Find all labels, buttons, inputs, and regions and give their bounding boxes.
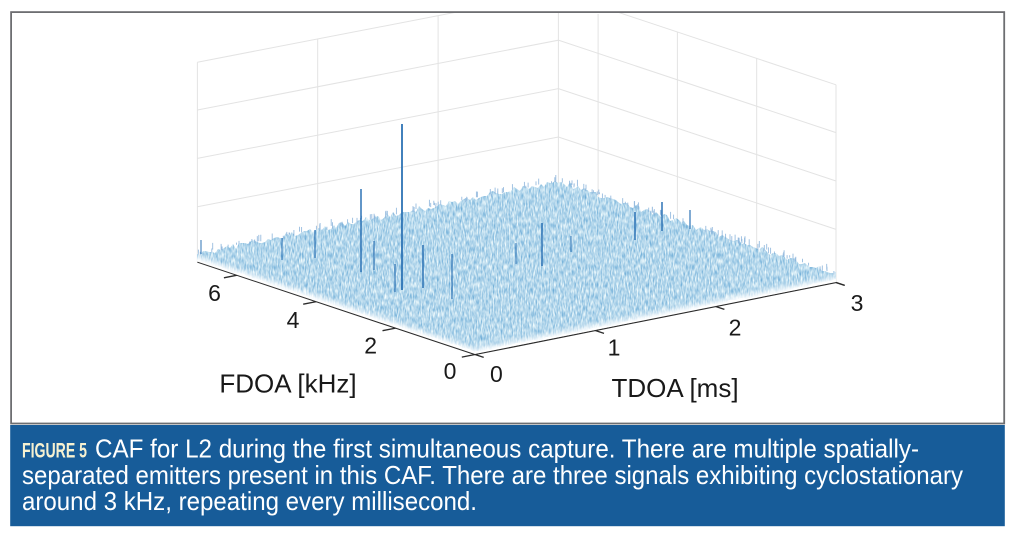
svg-text:3: 3 [851,290,864,316]
svg-text:4: 4 [287,307,300,333]
svg-text:separated emitters present in: separated emitters present in this CAF. … [22,460,963,490]
svg-text:2: 2 [729,315,742,341]
svg-text:FIGURE 5: FIGURE 5 [22,439,87,463]
svg-text:0: 0 [444,358,457,384]
svg-text:TDOA [ms]: TDOA [ms] [611,373,738,403]
svg-text:1: 1 [608,335,621,361]
svg-text:6: 6 [208,280,221,306]
svg-text:around 3 kHz, repeating every: around 3 kHz, repeating every millisecon… [22,486,477,516]
svg-text:0: 0 [490,361,503,387]
svg-text:CAF for L2 during the first si: CAF for L2 during the first simultaneous… [95,434,919,464]
svg-text:2: 2 [364,333,377,359]
svg-text:FDOA [kHz]: FDOA [kHz] [219,369,356,399]
